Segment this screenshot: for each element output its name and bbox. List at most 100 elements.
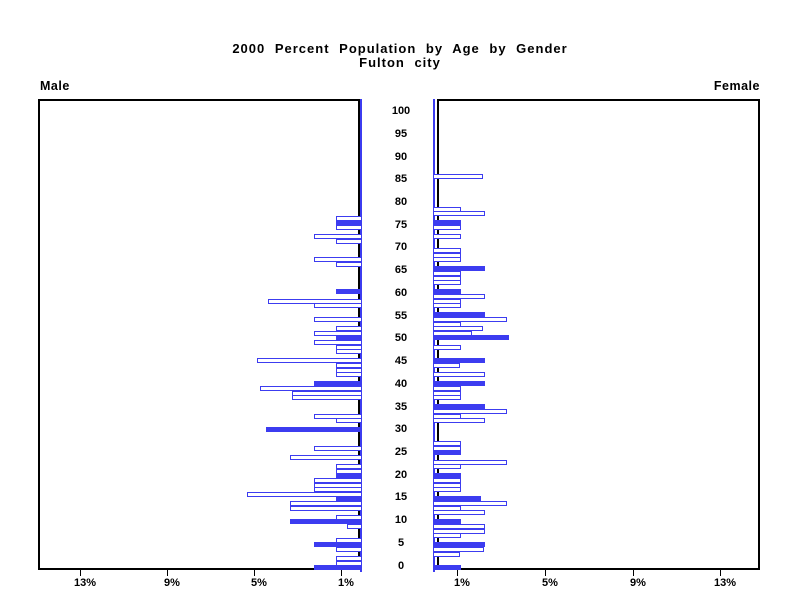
female-bar-age-48 [433, 344, 462, 350]
age-tick-label-50: 50 [394, 332, 408, 345]
female-bar-age-62 [433, 280, 462, 286]
male-bar-age-60 [335, 289, 362, 295]
age-tick-label-90: 90 [394, 150, 408, 163]
female-bar-age-78 [433, 206, 462, 212]
male-pct-tick-label-1%: 1% [338, 577, 354, 589]
female-bar-age-22 [433, 464, 462, 470]
male-bar-age-75 [335, 220, 362, 226]
male-bar-age-44 [335, 363, 362, 368]
female-bar-age-64 [433, 271, 462, 276]
male-bar-age-10 [290, 519, 362, 525]
female-bar-age-13 [433, 505, 462, 511]
female-bar-age-3 [433, 551, 461, 557]
female-bar-age-32 [433, 418, 486, 424]
male-pct-tick-mark-1% [341, 570, 342, 576]
female-bar-age-58 [433, 298, 462, 304]
female-bar-age-37 [433, 395, 462, 401]
male-bar-age-15 [335, 496, 362, 502]
female-panel-label: Female [713, 79, 760, 93]
male-bar-age-51 [314, 330, 362, 336]
female-pct-tick-label-5%: 5% [542, 577, 558, 589]
female-bar-age-39 [433, 386, 462, 391]
male-bar-age-54 [314, 317, 362, 322]
male-panel-label: Male [40, 79, 70, 93]
male-bar-age-2 [335, 556, 362, 562]
male-bar-age-47 [335, 349, 362, 355]
female-pct-tick-mark-13% [720, 570, 721, 576]
female-bar-age-77 [433, 211, 486, 217]
female-bar-age-68 [433, 252, 462, 258]
age-tick-label-25: 25 [394, 445, 408, 458]
male-pct-tick-label-9%: 9% [164, 577, 180, 589]
female-bar-age-25 [433, 450, 462, 456]
male-bar-age-30 [266, 427, 362, 433]
female-bar-age-51 [433, 330, 473, 336]
male-bar-age-71 [335, 238, 362, 244]
female-bar-age-10 [433, 519, 462, 525]
female-bar-age-4 [433, 547, 485, 552]
age-tick-label-30: 30 [394, 423, 408, 436]
male-bar-age-37 [292, 395, 362, 401]
female-bar-age-0 [433, 565, 462, 571]
female-panel [437, 99, 760, 570]
male-bar-age-4 [335, 547, 362, 552]
male-bar-age-17 [314, 487, 362, 493]
male-bar-age-24 [290, 455, 362, 460]
male-bar-age-5 [314, 542, 362, 548]
female-bar-age-85 [433, 174, 484, 180]
male-bar-age-6 [335, 537, 362, 543]
female-bar-age-27 [433, 441, 462, 447]
female-bar-age-72 [433, 234, 462, 240]
female-bar-age-38 [433, 390, 462, 396]
female-bar-age-60 [433, 289, 462, 295]
female-bar-age-40 [433, 381, 486, 387]
male-bar-age-52 [335, 326, 362, 332]
age-tick-label-60: 60 [394, 286, 408, 299]
female-bar-age-7 [433, 533, 462, 539]
age-tick-label-100: 100 [391, 105, 411, 118]
male-bar-age-40 [314, 381, 362, 387]
female-pct-tick-label-9%: 9% [630, 577, 646, 589]
female-bar-age-44 [433, 363, 461, 368]
female-bar-age-17 [433, 487, 462, 493]
male-bar-age-45 [257, 358, 362, 364]
female-bar-age-19 [433, 478, 462, 483]
age-tick-label-15: 15 [394, 491, 408, 504]
female-bar-age-45 [433, 358, 486, 364]
male-bar-age-32 [335, 418, 362, 424]
male-bar-age-21 [335, 468, 362, 474]
male-bar-age-58 [268, 298, 362, 304]
female-bar-age-5 [433, 542, 486, 548]
male-bar-age-39 [259, 386, 362, 391]
female-bar-age-34 [433, 409, 508, 414]
female-bar-age-74 [433, 225, 462, 230]
female-bar-age-26 [433, 445, 462, 451]
female-bar-age-8 [433, 528, 486, 534]
age-tick-label-40: 40 [394, 377, 408, 390]
male-bar-age-19 [314, 478, 362, 483]
male-pct-tick-label-5%: 5% [251, 577, 267, 589]
female-bar-age-55 [433, 312, 486, 318]
male-bar-age-20 [335, 473, 362, 479]
male-bar-age-67 [314, 257, 362, 263]
male-bar-age-1 [335, 560, 362, 566]
female-bar-age-42 [433, 372, 486, 378]
female-bar-age-59 [433, 294, 486, 299]
age-tick-label-5: 5 [397, 536, 405, 549]
female-bar-age-52 [433, 326, 484, 332]
female-bar-age-33 [433, 413, 462, 419]
female-bar-age-14 [433, 501, 508, 506]
male-bar-age-50 [335, 335, 362, 341]
female-bar-age-18 [433, 482, 462, 488]
female-bar-age-20 [433, 473, 462, 479]
age-tick-label-55: 55 [394, 309, 408, 322]
male-bar-age-13 [290, 505, 362, 511]
male-bar-age-0 [314, 565, 362, 571]
female-bar-age-9 [433, 524, 486, 529]
female-bar-age-15 [433, 496, 481, 502]
male-bar-age-38 [292, 390, 362, 396]
male-panel [38, 99, 360, 570]
male-pct-tick-label-13%: 13% [73, 577, 97, 589]
female-bar-age-54 [433, 317, 508, 322]
